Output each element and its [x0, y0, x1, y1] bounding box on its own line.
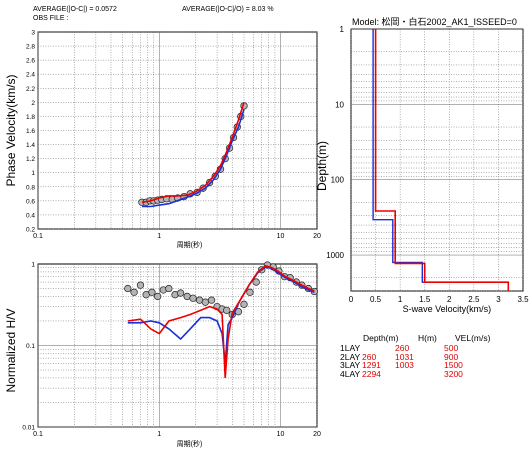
x-tick-label: 1 — [157, 431, 161, 438]
observed-point — [189, 294, 197, 302]
y-tick-label: 0.1 — [26, 343, 35, 350]
velocity-plot-frame — [350, 28, 524, 292]
y-tick-label: 1000 — [326, 251, 344, 260]
y-tick-label: 1 — [340, 25, 345, 34]
layer-thickness: 1031 — [395, 351, 414, 362]
y-tick-label: 10 — [335, 100, 344, 109]
depth-header: Depth(m) — [363, 333, 399, 343]
vel-header: VEL(m/s) — [455, 333, 491, 343]
chart-title: Model: 松岡・白石2002_AK1_ISSEED=0 — [352, 16, 517, 27]
layer-thickness: 1003 — [395, 360, 414, 370]
x-tick-label: 20 — [313, 431, 321, 438]
layer-name: 1LAY — [340, 343, 361, 353]
layer-depth: 260 — [362, 351, 377, 362]
observed-point — [165, 284, 173, 293]
h-header: H(m) — [418, 333, 437, 343]
layer-velocity: 900 — [444, 351, 459, 362]
average-rel-label: AVERAGE(|O-C|/O) = 8.03 % — [182, 6, 274, 13]
x-axis-label: S-wave Velocity(km/s) — [403, 304, 492, 314]
x-axis-label: 周期(秒) — [177, 439, 203, 448]
layer-velocity: 3200 — [444, 368, 463, 379]
x-tick-label: 10 — [277, 431, 285, 438]
layer-depth: 1291 — [362, 360, 381, 370]
model-red-line — [127, 264, 315, 378]
model-red-line — [374, 29, 510, 291]
y-tick-label: 2.4 — [26, 72, 35, 79]
y-tick-label: 3 — [31, 30, 35, 37]
x-tick-label: 1 — [398, 295, 403, 304]
y-tick-label: 2.6 — [26, 58, 35, 65]
observed-point — [246, 288, 254, 296]
observed-point — [240, 300, 248, 308]
y-tick-label: 0.01 — [22, 425, 35, 432]
y-tick-label: 1 — [31, 170, 35, 177]
observed-point — [176, 289, 185, 297]
layer-depth: 2294 — [362, 368, 381, 379]
x-tick-label: 0.1 — [33, 431, 43, 438]
y-tick-label: 1.2 — [26, 156, 35, 163]
y-tick-label: 100 — [331, 176, 345, 185]
x-tick-label: 2 — [447, 295, 452, 304]
observed-point — [124, 284, 132, 293]
x-tick-label: 10 — [277, 233, 285, 240]
y-tick-label: 0.8 — [26, 184, 35, 191]
y-tick-label: 2.8 — [26, 44, 35, 51]
observed-point — [201, 298, 210, 306]
model-red-line — [141, 102, 245, 204]
layer-name: 4LAY — [340, 368, 361, 379]
y-tick-label: 2 — [31, 100, 35, 107]
x-tick-label: 1.5 — [419, 295, 431, 304]
x-tick-label: 0.5 — [370, 295, 382, 304]
y-axis-label: Depth(m) — [315, 141, 329, 191]
layer-thickness: 260 — [395, 343, 410, 353]
layer-velocity: 500 — [444, 343, 459, 353]
average-abs-label: AVERAGE(|O-C|) = 0.0572 — [33, 6, 117, 13]
x-axis-label: 周期(秒) — [177, 240, 203, 249]
y-tick-label: 0.2 — [26, 227, 35, 234]
observed-point — [136, 281, 145, 289]
model-blue-line — [127, 266, 315, 364]
model-blue-line — [142, 109, 245, 208]
x-tick-label: 1 — [157, 233, 161, 240]
observed-point — [153, 292, 162, 301]
y-tick-label: 1.4 — [26, 142, 35, 149]
x-tick-label: 2.5 — [468, 295, 480, 304]
observed-point — [205, 178, 214, 187]
x-tick-label: 0 — [349, 295, 354, 304]
observed-point — [148, 288, 156, 296]
observed-point — [223, 306, 231, 314]
y-tick-label: 1.8 — [26, 114, 35, 121]
y-tick-label: 1.6 — [26, 128, 35, 135]
y-tick-label: 0.4 — [26, 212, 35, 219]
x-tick-label: 20 — [313, 233, 321, 240]
observed-point — [207, 296, 216, 304]
x-tick-label: 3.5 — [517, 295, 529, 304]
y-tick-label: 1 — [31, 262, 35, 269]
obs-file-label: OBS FILE : — [33, 15, 69, 22]
y-axis-label: Normalized H/V — [4, 308, 18, 392]
x-tick-label: 0.1 — [33, 233, 43, 240]
x-tick-label: 3 — [496, 295, 501, 304]
layer-name: 3LAY — [340, 360, 361, 370]
observed-point — [130, 288, 138, 296]
observed-point — [252, 278, 260, 286]
layer-velocity: 1500 — [444, 360, 463, 370]
y-tick-label: 0.6 — [26, 198, 35, 205]
y-axis-label: Phase Velocity(km/s) — [4, 74, 18, 186]
layer-name: 2LAY — [340, 351, 361, 362]
y-tick-label: 2.2 — [26, 86, 35, 93]
